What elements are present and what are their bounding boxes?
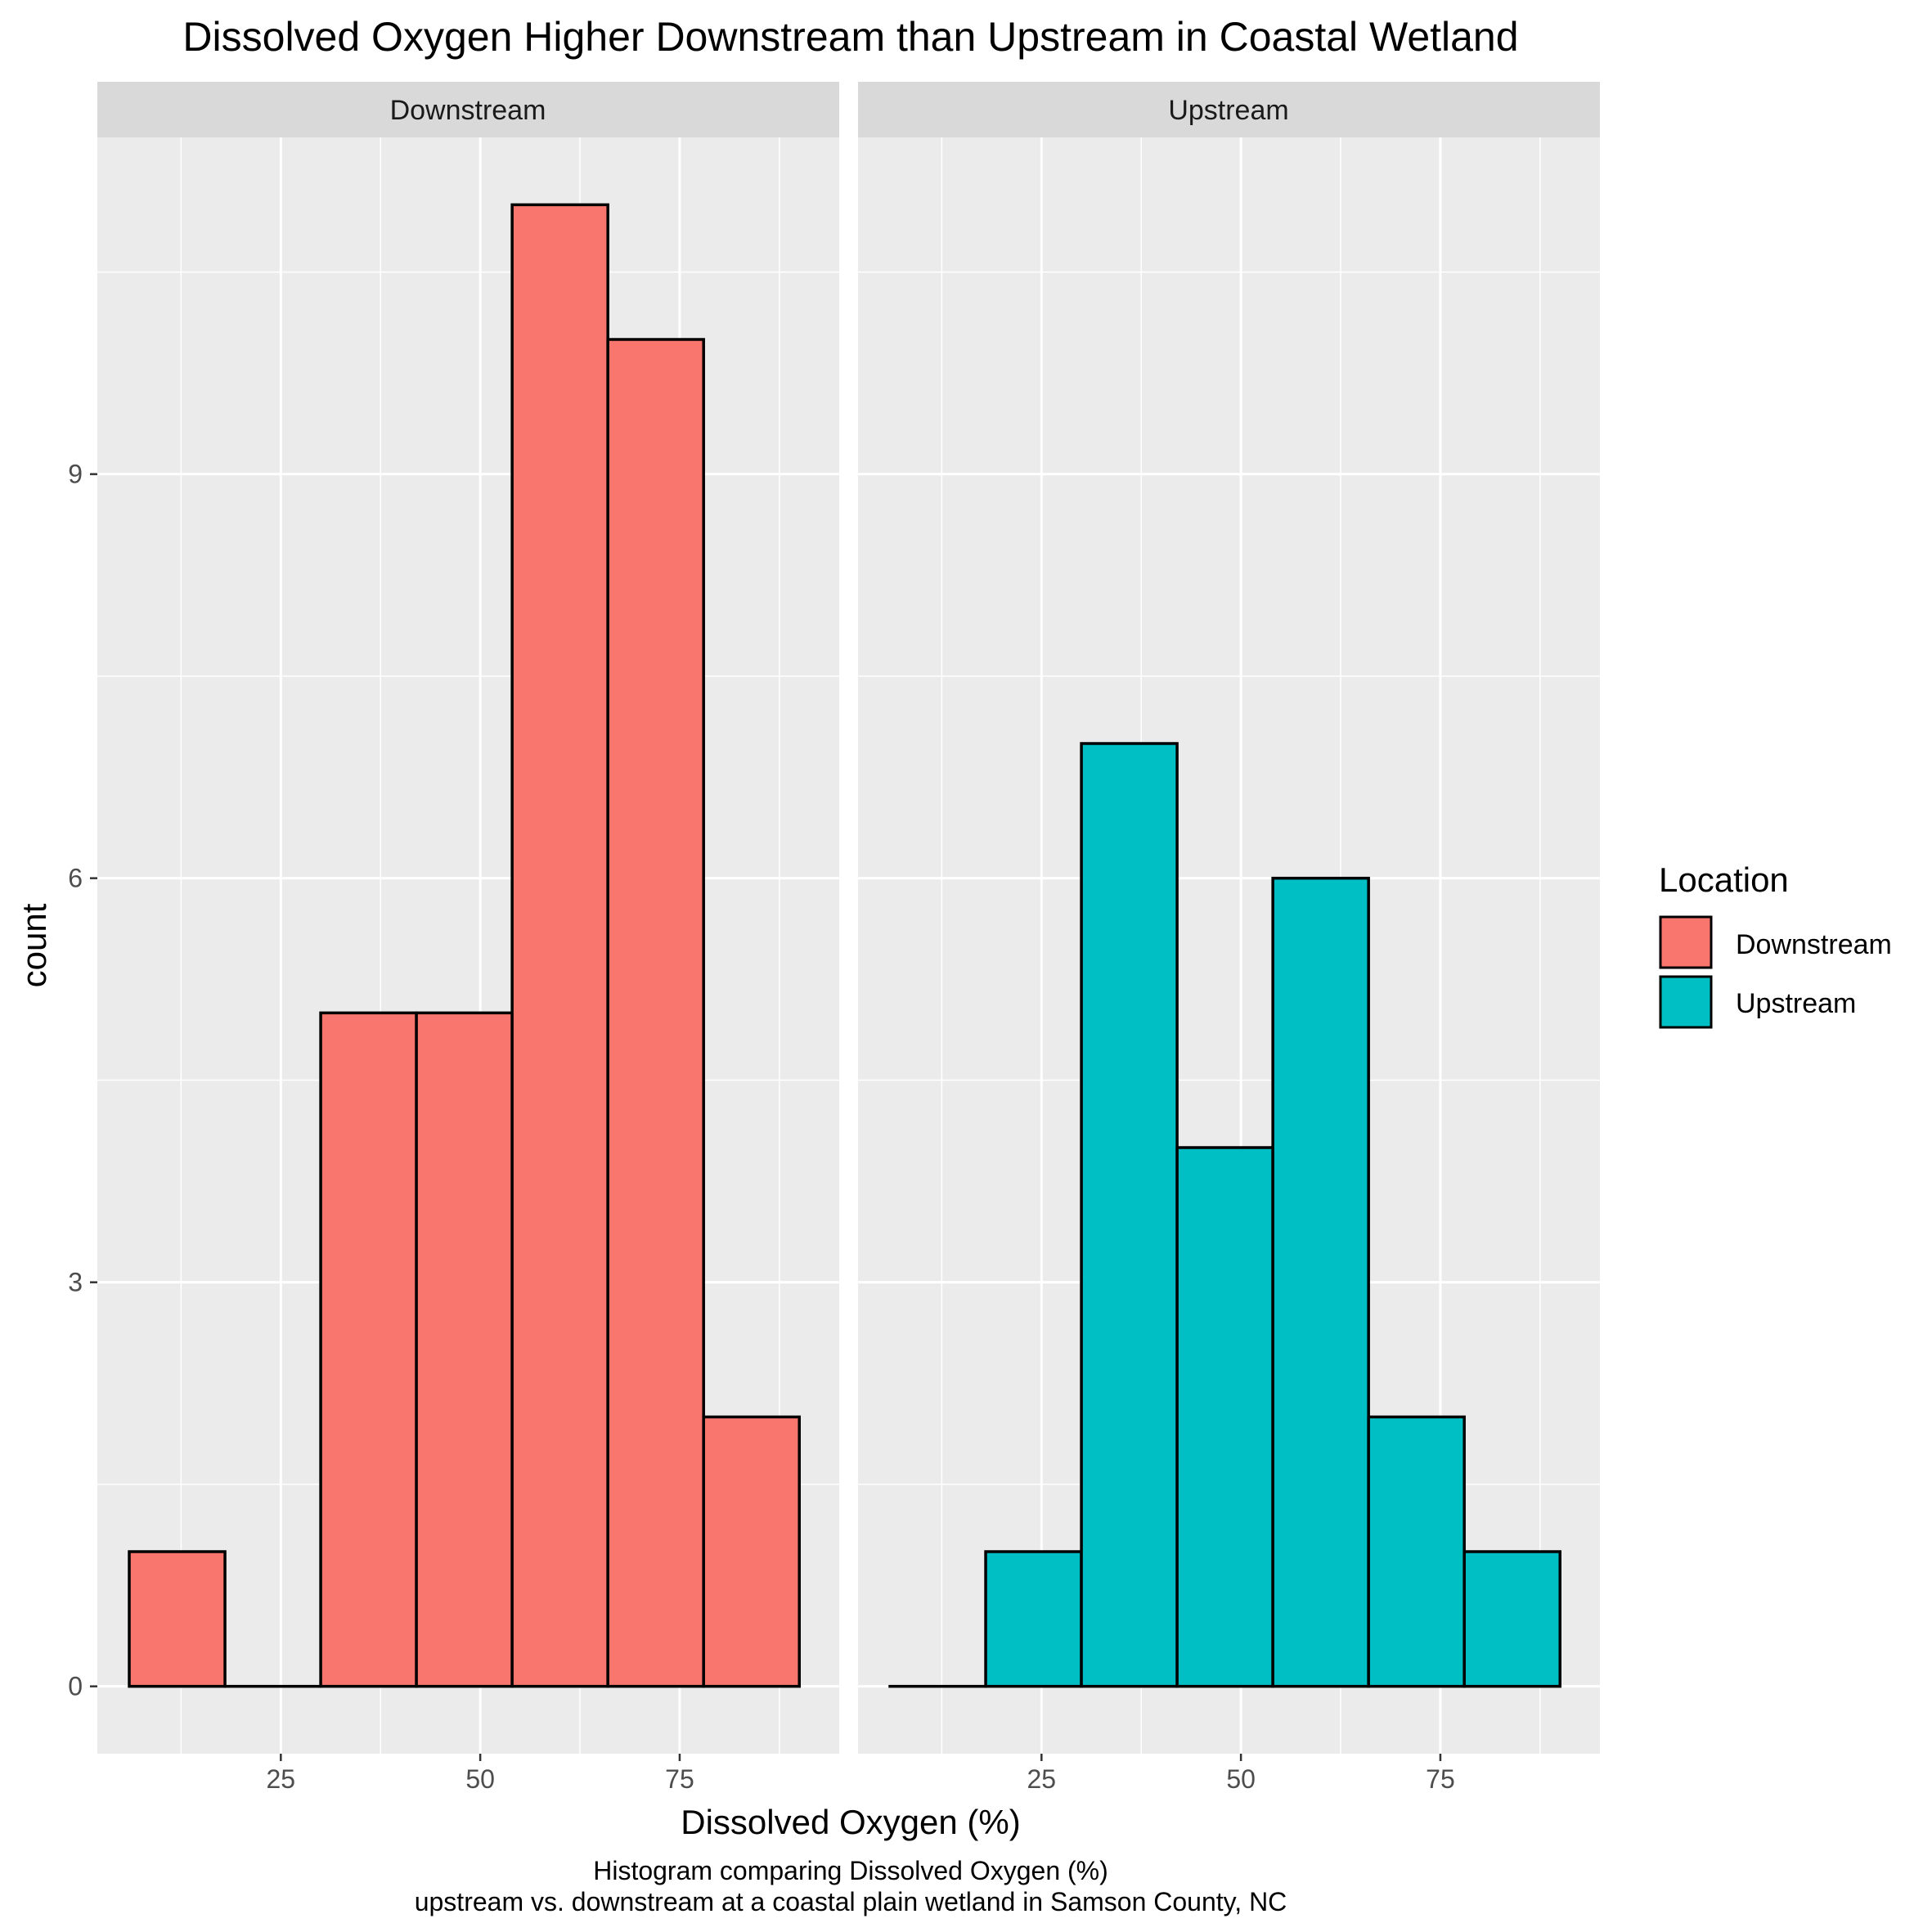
x-tick-label: 25 <box>267 1764 296 1794</box>
bars <box>128 203 801 1688</box>
x-axis-title: Dissolved Oxygen (%) <box>681 1803 1020 1841</box>
x-axis: 25 50 75 25 50 75 <box>267 1754 1455 1794</box>
histogram-bar <box>415 1011 514 1688</box>
strip-background <box>97 82 839 137</box>
bars <box>888 742 1561 1688</box>
strip-label-downstream: Downstream <box>390 95 546 126</box>
x-tick-label: 75 <box>1426 1764 1455 1794</box>
strip-label-upstream: Upstream <box>1168 95 1288 126</box>
histogram-bar <box>1462 1550 1561 1688</box>
histogram-bar <box>1271 876 1370 1688</box>
histogram-bar <box>606 338 705 1688</box>
legend-label-downstream: Downstream <box>1736 929 1892 960</box>
y-tick-label: 9 <box>68 460 83 489</box>
y-axis: 0 3 6 9 <box>68 460 97 1701</box>
strip-background <box>858 82 1600 137</box>
histogram-bar <box>128 1550 227 1688</box>
y-axis-title: count <box>15 903 53 987</box>
x-tick-label: 50 <box>465 1764 495 1794</box>
caption-line-1: Histogram comparing Dissolved Oxygen (%) <box>593 1856 1108 1885</box>
y-tick-label: 3 <box>68 1268 83 1297</box>
y-tick-label: 0 <box>68 1672 83 1701</box>
y-tick-label: 6 <box>68 864 83 893</box>
histogram-bar <box>1080 742 1179 1688</box>
histogram-bar <box>1175 1146 1274 1688</box>
legend-label-upstream: Upstream <box>1736 988 1856 1019</box>
legend-title: Location <box>1659 860 1789 899</box>
chart-title: Dissolved Oxygen Higher Downstream than … <box>182 14 1518 60</box>
legend: Location Downstream Upstream <box>1659 860 1892 1029</box>
x-tick-label: 25 <box>1027 1764 1057 1794</box>
x-tick-label: 75 <box>665 1764 694 1794</box>
legend-key-downstream <box>1659 915 1713 969</box>
histogram-bar <box>702 1415 801 1688</box>
histogram-bar <box>1367 1415 1466 1688</box>
x-tick-label: 50 <box>1226 1764 1256 1794</box>
histogram-bar <box>319 1011 418 1688</box>
histogram-bar <box>510 203 609 1688</box>
panel-downstream: Downstream <box>97 82 839 1754</box>
histogram-bar <box>984 1550 1083 1688</box>
panel-upstream: Upstream <box>858 82 1600 1754</box>
legend-key-upstream <box>1659 975 1713 1029</box>
caption-line-2: upstream vs. downstream at a coastal pla… <box>415 1887 1287 1916</box>
